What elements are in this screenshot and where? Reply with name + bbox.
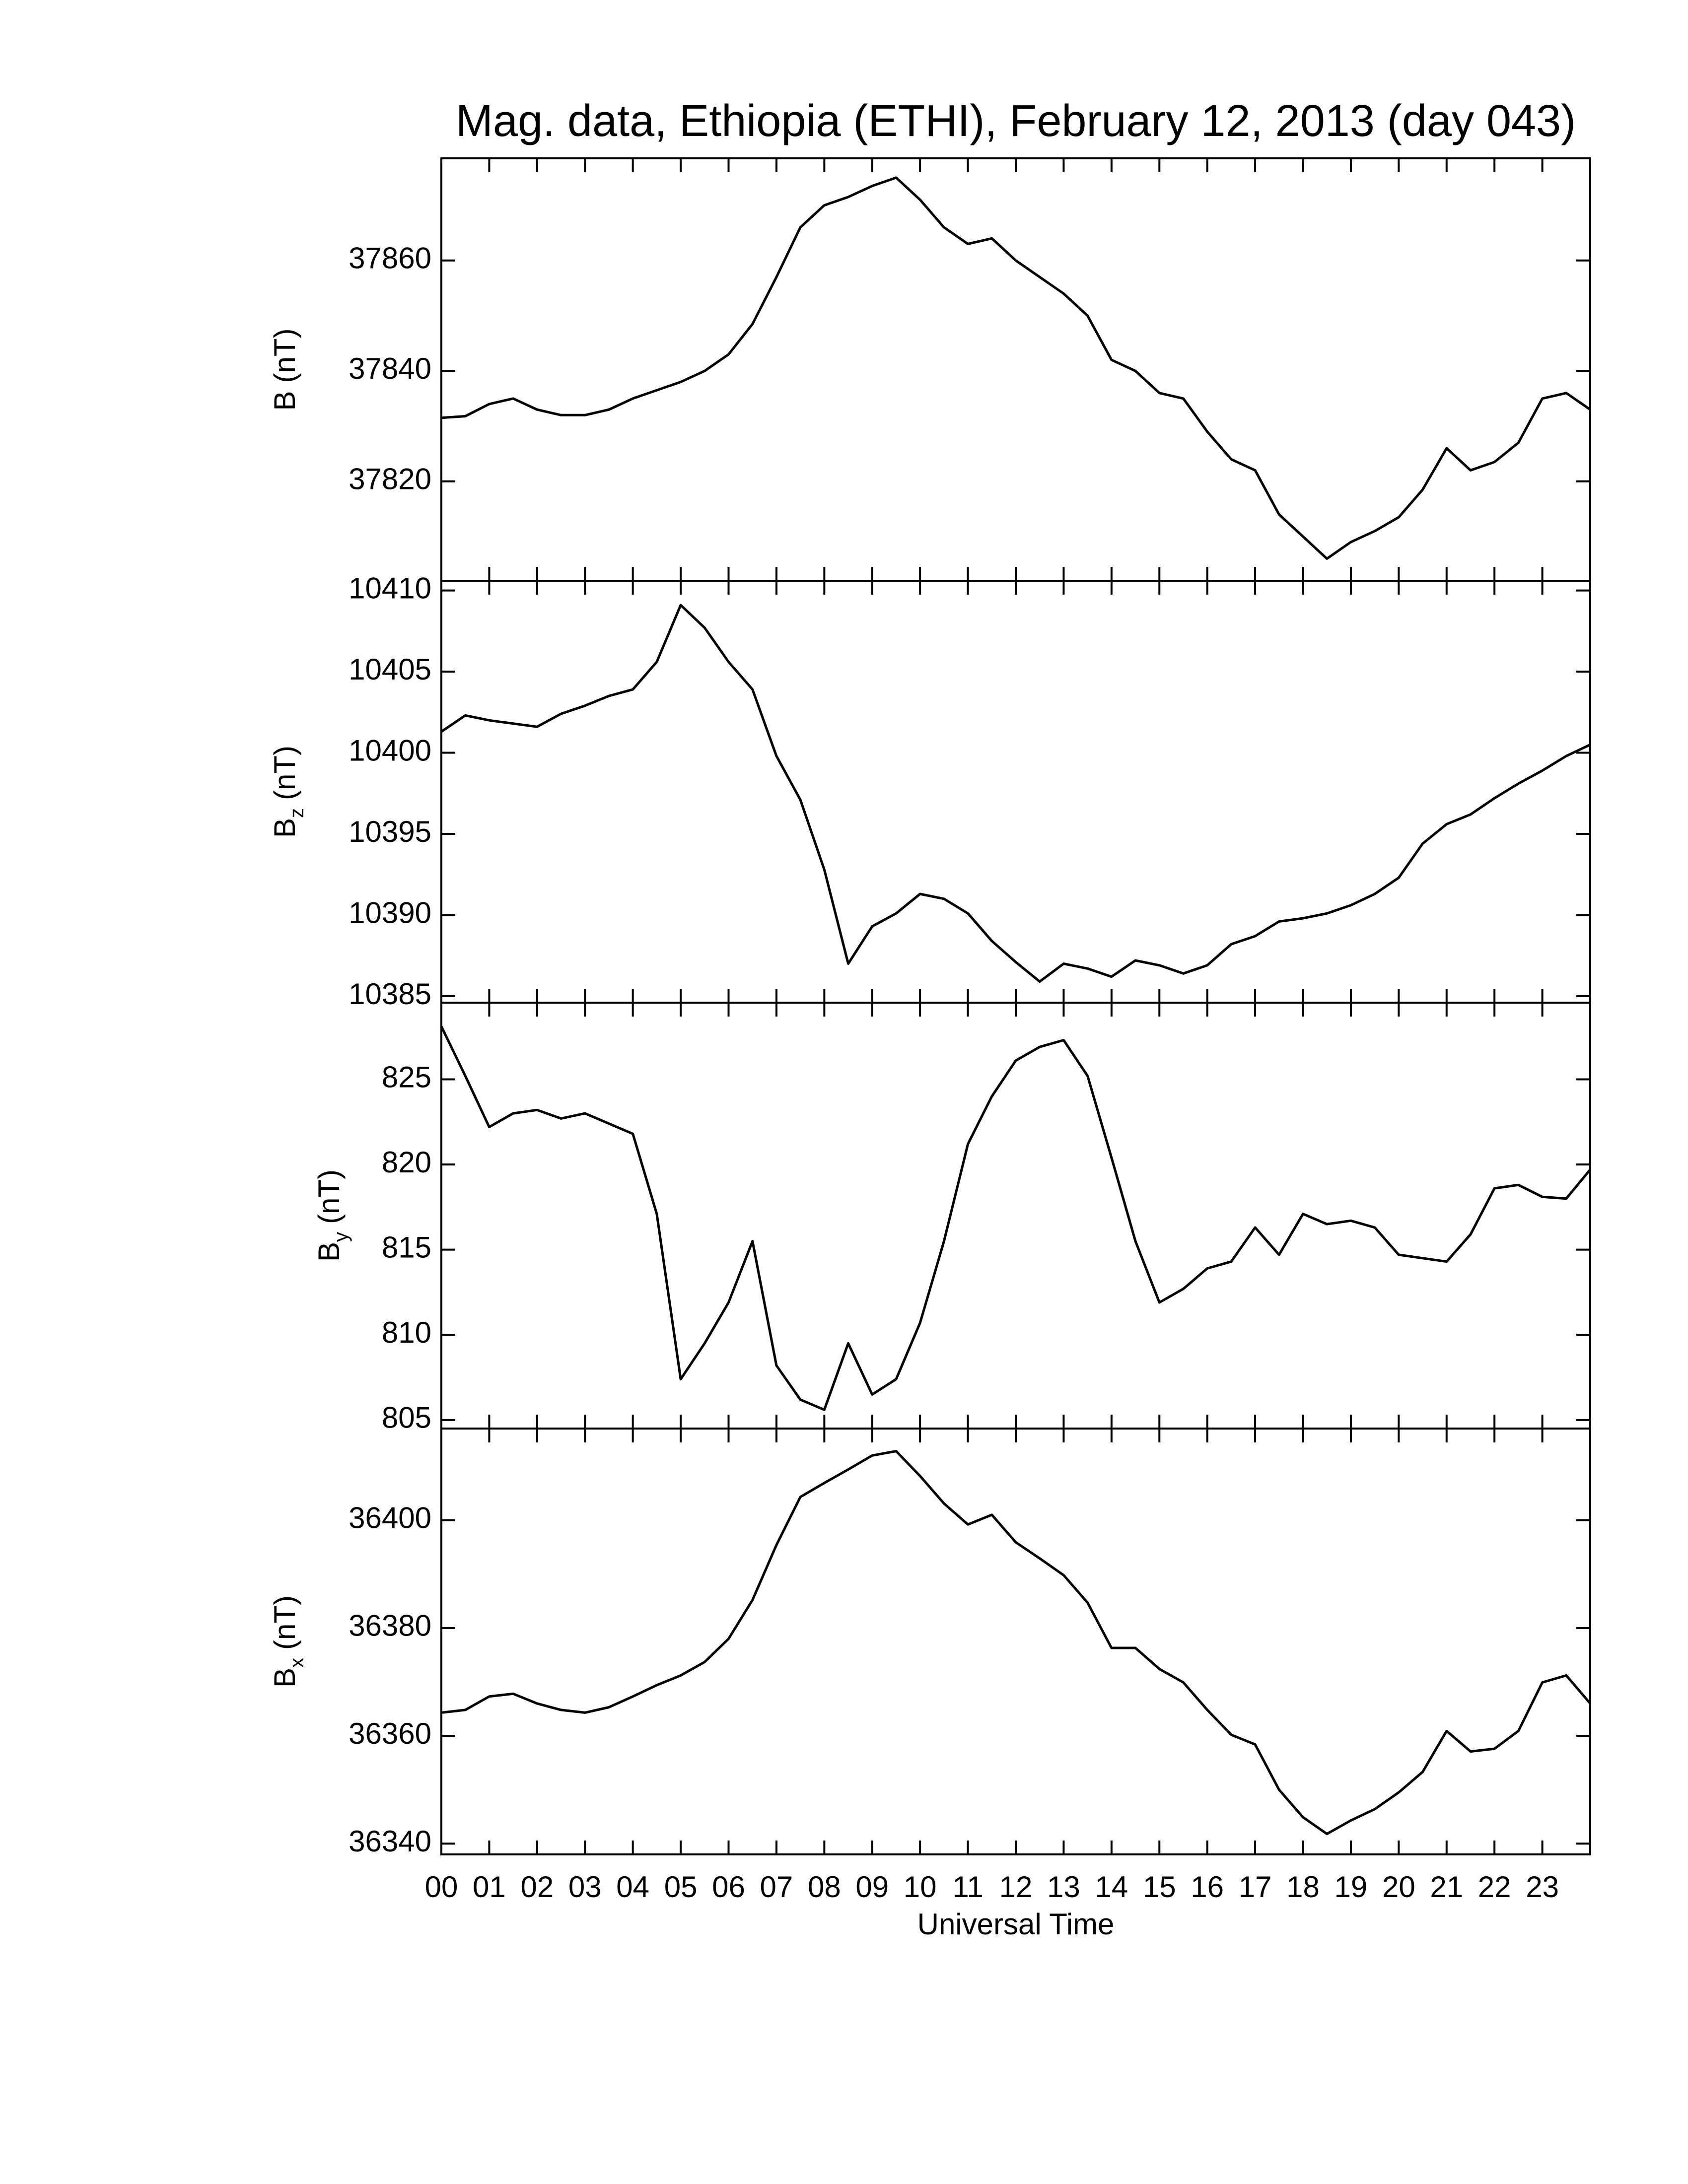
y-tick-label: 37820 xyxy=(349,463,431,496)
x-tick-label: 11 xyxy=(952,1870,983,1904)
y-axis-label-subscript: z xyxy=(286,808,308,818)
plot-frame xyxy=(440,1002,1591,1430)
x-tick-label: 01 xyxy=(473,1870,506,1904)
y-tick-label: 36340 xyxy=(349,1825,431,1858)
x-tick-label: 12 xyxy=(999,1870,1033,1904)
y-tick-label: 36380 xyxy=(349,1609,431,1642)
y-axis-label-subscript: x xyxy=(286,1658,308,1668)
y-tick-label: 810 xyxy=(382,1316,431,1349)
y-axis-label: Bz (nT) xyxy=(268,746,308,838)
x-tick-label: 14 xyxy=(1095,1870,1128,1904)
y-axis-label-unit: (nT) xyxy=(268,746,301,800)
x-tick-label: 10 xyxy=(904,1870,937,1904)
y-axis-label-symbol: B xyxy=(312,1242,346,1262)
x-tick-label: 07 xyxy=(760,1870,793,1904)
x-tick-label: 02 xyxy=(520,1870,554,1904)
plot-frame xyxy=(440,580,1591,1004)
data-line xyxy=(441,1450,1591,1836)
x-tick-label: 06 xyxy=(712,1870,745,1904)
chart-title: Mag. data, Ethiopia (ETHI), February 12,… xyxy=(456,96,1576,146)
y-axis-label: B (nT) xyxy=(268,328,301,410)
y-axis-label-unit: (nT) xyxy=(268,328,301,383)
data-line xyxy=(441,176,1591,560)
y-tick-label: 820 xyxy=(382,1146,431,1179)
y-tick-label: 36400 xyxy=(349,1501,431,1534)
y-axis-label-unit: (nT) xyxy=(268,1595,301,1650)
y-tick-label: 10405 xyxy=(349,653,431,686)
y-tick-label: 10395 xyxy=(349,815,431,848)
y-tick-label: 37860 xyxy=(349,242,431,275)
x-tick-label: 23 xyxy=(1526,1870,1559,1904)
x-tick-label: 09 xyxy=(855,1870,889,1904)
x-tick-label: 15 xyxy=(1143,1870,1176,1904)
y-axis-label-subscript: y xyxy=(330,1232,352,1242)
y-tick-label: 825 xyxy=(382,1060,431,1093)
x-tick-label: 13 xyxy=(1047,1870,1080,1904)
y-tick-label: 805 xyxy=(382,1401,431,1434)
data-line xyxy=(440,1025,1591,1411)
y-tick-label: 37840 xyxy=(349,352,431,385)
x-tick-label: 03 xyxy=(568,1870,602,1904)
x-tick-label: 22 xyxy=(1478,1870,1511,1904)
data-line xyxy=(440,604,1591,983)
x-tick-label: 17 xyxy=(1239,1870,1272,1904)
y-axis-label-symbol: B xyxy=(268,391,301,410)
y-tick-label: 815 xyxy=(382,1230,431,1264)
plot-frame xyxy=(440,1428,1591,1855)
y-axis-label-symbol: B xyxy=(268,1668,301,1688)
y-axis-label: By (nT) xyxy=(312,1169,352,1262)
x-tick-label: 19 xyxy=(1335,1870,1368,1904)
plot-frame xyxy=(440,157,1591,582)
y-axis-label-symbol: B xyxy=(268,818,301,838)
y-tick-label: 10410 xyxy=(349,571,431,605)
x-tick-label: 16 xyxy=(1191,1870,1224,1904)
x-tick-label: 00 xyxy=(425,1870,458,1904)
x-tick-label: 04 xyxy=(616,1870,649,1904)
y-tick-label: 10390 xyxy=(349,896,431,929)
x-tick-label: 05 xyxy=(664,1870,698,1904)
y-axis-label: Bx (nT) xyxy=(268,1595,308,1688)
x-tick-label: 20 xyxy=(1382,1870,1415,1904)
y-tick-label: 36360 xyxy=(349,1717,431,1750)
x-tick-label: 08 xyxy=(808,1870,841,1904)
x-tick-label: 21 xyxy=(1430,1870,1463,1904)
x-tick-label: 18 xyxy=(1286,1870,1320,1904)
y-axis-label-unit: (nT) xyxy=(312,1169,346,1224)
y-tick-label: 10400 xyxy=(349,734,431,767)
x-axis-label: Universal Time xyxy=(917,1908,1115,1941)
y-tick-label: 10385 xyxy=(349,977,431,1011)
